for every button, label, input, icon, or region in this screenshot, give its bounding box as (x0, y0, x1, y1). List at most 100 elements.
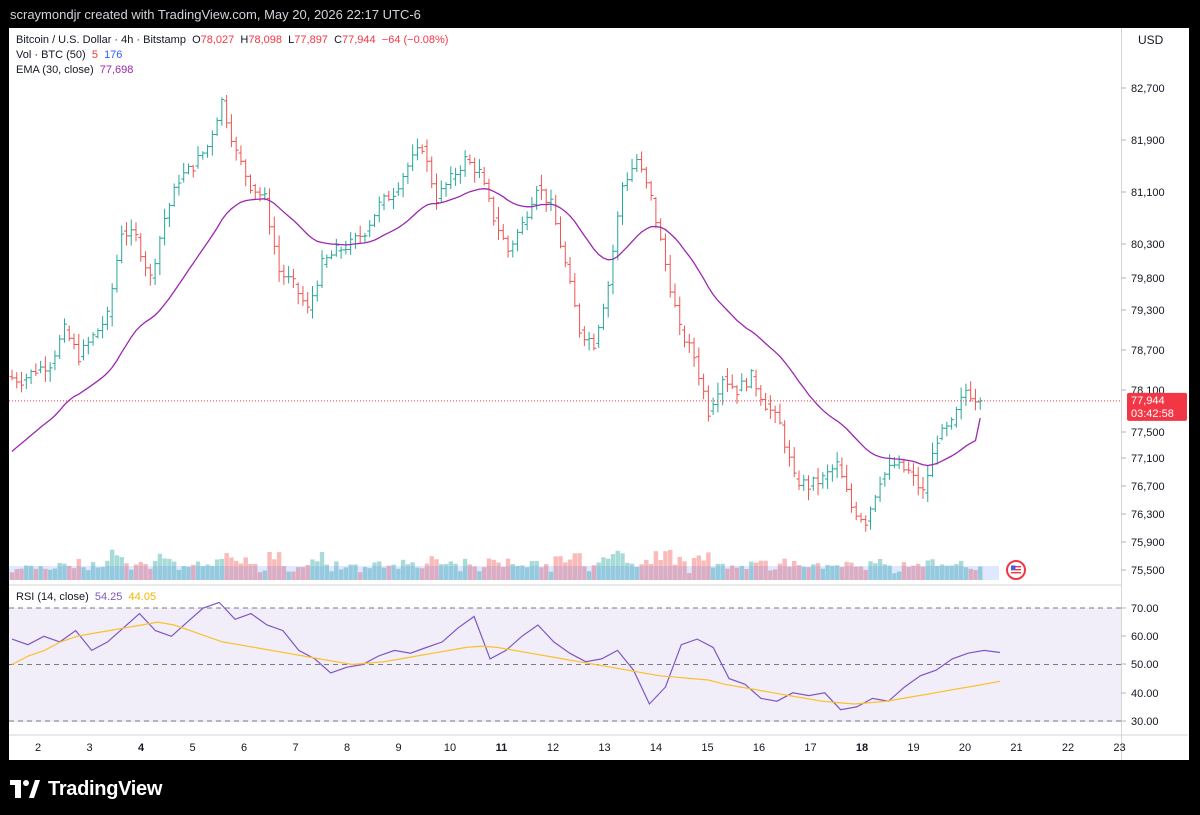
volume-bar (396, 568, 401, 580)
volume-bar (615, 550, 620, 580)
volume-bar (534, 561, 539, 580)
volume-bar (601, 557, 606, 580)
volume-bar (458, 571, 463, 580)
volume-bar (620, 553, 625, 580)
time-tick-label: 8 (344, 742, 350, 754)
main-legend: Bitcoin / U.S. Dollar · 4h · Bitstamp O 7… (16, 33, 448, 78)
volume-bar (591, 565, 597, 580)
price-tick-label: 80,300 (1131, 239, 1165, 251)
volume-group (9, 549, 983, 580)
volume-bar (9, 572, 15, 580)
time-tick-label: 5 (189, 742, 195, 754)
volume-bar (901, 562, 907, 580)
volume-bar (553, 556, 558, 580)
brand-name: TradingView (48, 777, 163, 800)
volume-bar (148, 568, 153, 580)
rsi-ma-line (11, 621, 1001, 705)
volume-bar (701, 560, 706, 580)
volume-bar (281, 566, 287, 580)
volume-bar (229, 557, 234, 580)
price-badge (1127, 392, 1187, 421)
volume-bar (815, 563, 821, 580)
volume-bar (191, 564, 196, 580)
volume-bar (133, 564, 139, 580)
volume-bar (687, 573, 692, 580)
volume-bar (739, 565, 744, 580)
time-tick-label: 4 (138, 742, 145, 754)
volume-bar (792, 561, 797, 580)
volume-bar (543, 564, 549, 580)
volume-bar (858, 566, 864, 580)
volume-bar (930, 559, 935, 580)
volume-bar (787, 566, 792, 580)
symbol-name: Bitcoin / U.S. Dollar · 4h · Bitstamp (16, 34, 186, 46)
volume-bar (47, 569, 53, 580)
volume-bar (710, 567, 716, 580)
time-tick-label: 6 (241, 742, 247, 754)
volume-bar (434, 559, 439, 580)
symbol-row: Bitcoin / U.S. Dollar · 4h · Bitstamp O7… (16, 33, 448, 48)
volume-bar (467, 564, 473, 580)
volume-bar (491, 559, 496, 580)
brand-logo: TradingView (10, 776, 162, 802)
volume-bar (515, 566, 520, 580)
volume-bar (334, 561, 339, 580)
volume-bar (372, 562, 377, 580)
volume-bar (882, 564, 888, 580)
volume-label: Vol · BTC (50) (16, 49, 86, 61)
volume-bar (28, 565, 34, 580)
volume-bar (892, 573, 897, 580)
volume-bar (233, 560, 239, 580)
volume-bar (606, 558, 611, 580)
rsi-line (11, 601, 1001, 711)
flag-icon[interactable] (1006, 560, 1026, 580)
price-badge-value: 77,944 (1131, 395, 1165, 407)
volume-bar (668, 549, 673, 580)
volume-bar (367, 568, 372, 580)
rsi-tick-label: 60.00 (1131, 631, 1159, 643)
volume-bar (563, 562, 568, 580)
price-tick-label: 76,300 (1131, 509, 1165, 521)
volume-bar (486, 558, 492, 580)
price-tick-label: 82,700 (1131, 83, 1165, 95)
volume-bar (472, 566, 477, 580)
time-tick-label: 22 (1062, 742, 1074, 754)
volume-bar (214, 559, 220, 580)
volume-bar (81, 567, 86, 580)
volume-bar (276, 552, 282, 580)
open-label: O (192, 34, 201, 46)
volume-bar (758, 560, 764, 580)
volume-bar (529, 561, 535, 580)
volume-bar (24, 565, 29, 580)
volume-bar (586, 571, 592, 580)
volume-bar (210, 565, 215, 580)
volume-bar (324, 564, 329, 580)
time-tick-label: 10 (444, 742, 456, 754)
volume-bar (157, 553, 163, 580)
price-tick-label: 79,800 (1131, 273, 1165, 285)
chart-panel[interactable] (9, 28, 1121, 760)
volume-bar (834, 565, 840, 580)
volume-bar (610, 554, 616, 580)
volume-bar (958, 560, 964, 580)
time-tick-label: 11 (496, 742, 508, 754)
volume-bar (129, 569, 134, 580)
volume-bar (730, 565, 735, 580)
volume-bar (391, 564, 396, 580)
currency-label[interactable]: USD (1138, 33, 1164, 47)
volume-bar (86, 570, 91, 580)
rsi-tick-label: 50.00 (1131, 659, 1159, 671)
ema-value: 77,698 (99, 64, 134, 76)
volume-bar (100, 567, 105, 580)
volume-bar (152, 560, 158, 580)
volume-bar (639, 564, 644, 580)
volume-bar (954, 564, 959, 580)
price-tick-label: 77,100 (1131, 453, 1165, 465)
time-tick-label: 12 (547, 742, 559, 754)
volume-ma-area (9, 566, 999, 580)
volume-bar (43, 568, 48, 580)
volume-bar (510, 563, 516, 580)
volume-bar (725, 568, 730, 580)
rsi-tick-label: 30.00 (1131, 716, 1159, 728)
